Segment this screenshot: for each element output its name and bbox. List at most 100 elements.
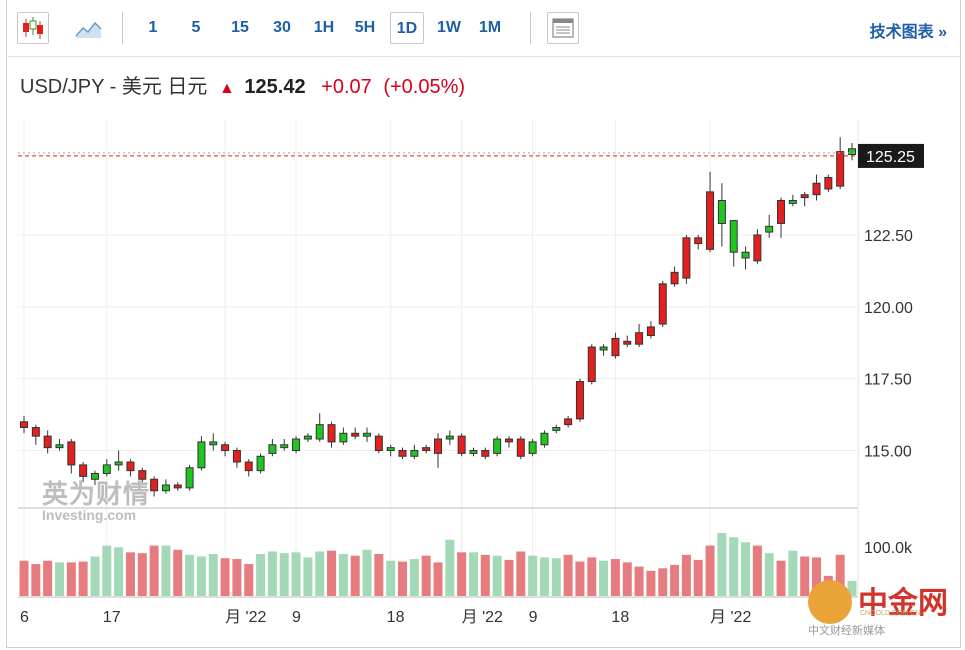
interval-5[interactable]: 5	[191, 19, 201, 36]
candle-body	[800, 194, 809, 199]
candle-body	[729, 220, 738, 253]
candle-body	[504, 438, 513, 443]
candle-body	[658, 283, 667, 325]
candle-body	[209, 441, 218, 446]
candle-body	[812, 182, 821, 196]
current-price-badge	[858, 143, 924, 168]
candle-body	[327, 424, 336, 443]
candle-body	[587, 346, 596, 383]
volume-bar	[291, 552, 301, 596]
interval-1d[interactable]: 1D	[390, 12, 424, 44]
volume-bar	[149, 545, 159, 596]
candle-body	[185, 467, 194, 489]
volume-bar	[539, 557, 549, 596]
y-tick-label: 122.50	[864, 228, 913, 245]
volume-bar	[102, 545, 112, 596]
volume-bar	[681, 554, 691, 596]
candle-body	[457, 435, 466, 454]
volume-bar	[563, 554, 573, 596]
candle-body	[635, 332, 644, 345]
volume-bar	[729, 537, 739, 596]
volume-bar	[693, 559, 703, 596]
candle-body	[493, 438, 502, 454]
candle-body	[788, 199, 797, 204]
volume-bar	[185, 554, 195, 596]
volume-bar	[31, 564, 41, 596]
watermark-cn: 英为财情	[42, 479, 151, 509]
candle-body	[706, 191, 715, 250]
price-change-percent: (+0.05%)	[383, 76, 466, 98]
logo-slogan: 中文财经新媒体	[808, 625, 885, 637]
technical-chart-link[interactable]: 技术图表 »	[869, 24, 947, 41]
candlestick-chart-type-icon[interactable]	[17, 12, 49, 44]
volume-bar	[244, 564, 254, 596]
investing-watermark: 英为财情 Investing.com	[42, 474, 150, 523]
candle-body	[410, 450, 419, 457]
interval-1m[interactable]: 1M	[478, 19, 502, 36]
volume-bar	[161, 545, 171, 596]
candle-body	[256, 455, 265, 472]
volume-bar	[788, 550, 798, 596]
candle-body	[280, 444, 289, 449]
candle-body	[398, 450, 407, 457]
volume-bar	[433, 562, 443, 596]
volume-bar	[232, 559, 242, 596]
candle-body	[682, 237, 691, 279]
volume-bar	[350, 555, 360, 596]
candle-body	[79, 464, 88, 477]
volume-bar	[398, 561, 408, 596]
volume-bar	[599, 560, 609, 596]
interval-30[interactable]: 30	[273, 19, 291, 36]
volume-bar	[327, 550, 337, 596]
candle-body	[765, 225, 774, 233]
interval-1h[interactable]: 1H	[313, 19, 335, 36]
candle-body	[303, 435, 312, 440]
volume-bar	[622, 562, 632, 596]
interval-1w[interactable]: 1W	[437, 19, 461, 36]
candle-body	[43, 435, 52, 449]
volume-bar	[279, 553, 289, 596]
x-tick-label: 18	[387, 609, 405, 626]
volume-bar	[338, 554, 348, 596]
candle-body	[173, 484, 182, 489]
volume-bar	[610, 559, 620, 596]
volume-bar	[800, 556, 810, 596]
candle-body	[836, 151, 845, 187]
candle-body	[386, 447, 395, 452]
candle-body	[268, 444, 277, 454]
watermark-en: Investing.com	[42, 507, 137, 523]
candle-body	[694, 237, 703, 245]
widget-frame	[6, 0, 961, 648]
y-tick-label: 120.00	[864, 300, 913, 317]
volume-bar	[114, 547, 124, 596]
interval-15[interactable]: 15	[231, 19, 249, 36]
interval-1[interactable]: 1	[148, 19, 158, 36]
candle-body	[55, 444, 64, 449]
volume-bar	[575, 561, 585, 596]
volume-bar	[764, 553, 774, 596]
interval-5h[interactable]: 5H	[354, 19, 376, 36]
candle-body	[374, 435, 383, 452]
candle-body	[552, 427, 561, 431]
volume-bar	[480, 554, 490, 596]
candle-body	[445, 435, 454, 440]
y-tick-label: 117.50	[864, 372, 912, 389]
volume-bar	[421, 555, 431, 596]
table-view-icon[interactable]	[547, 12, 579, 44]
candle-body	[363, 432, 372, 437]
volume-bar	[646, 570, 656, 596]
y-tick-label: 115.00	[864, 444, 912, 461]
volume-bar	[208, 554, 218, 596]
volume-bar	[386, 560, 396, 596]
volume-bar	[741, 542, 751, 596]
candle-body	[753, 234, 762, 262]
volume-tick-label: 100.0k	[864, 540, 913, 557]
volume-bar	[78, 561, 88, 596]
candle-body	[31, 427, 40, 437]
volume-bar	[528, 555, 538, 596]
volume-bar	[303, 557, 313, 596]
area-chart-type-icon[interactable]	[72, 12, 104, 44]
candle-body	[623, 340, 632, 345]
logo-url: CNGOLD.COM.CN	[860, 610, 921, 617]
